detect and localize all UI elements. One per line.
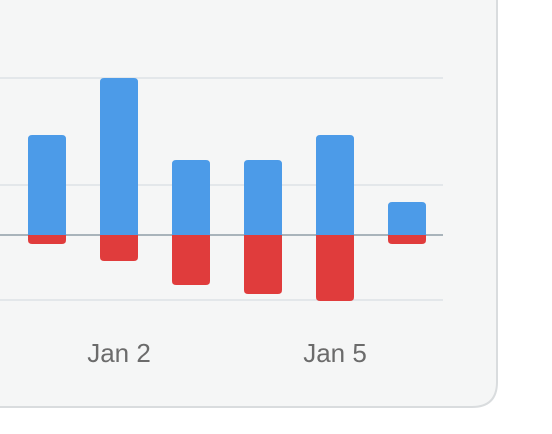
- bar: [28, 135, 66, 235]
- x-tick-label: Jan 5: [303, 338, 367, 368]
- bar: [316, 135, 354, 235]
- bar: [316, 235, 354, 301]
- bar: [100, 235, 138, 261]
- bar: [100, 78, 138, 235]
- bar: [244, 235, 282, 294]
- bar: [244, 160, 282, 235]
- x-tick-label: Jan 2: [87, 338, 151, 368]
- bar: [172, 160, 210, 235]
- bar: [388, 235, 426, 244]
- bar: [388, 202, 426, 235]
- bar: [28, 235, 66, 244]
- bar: [172, 235, 210, 285]
